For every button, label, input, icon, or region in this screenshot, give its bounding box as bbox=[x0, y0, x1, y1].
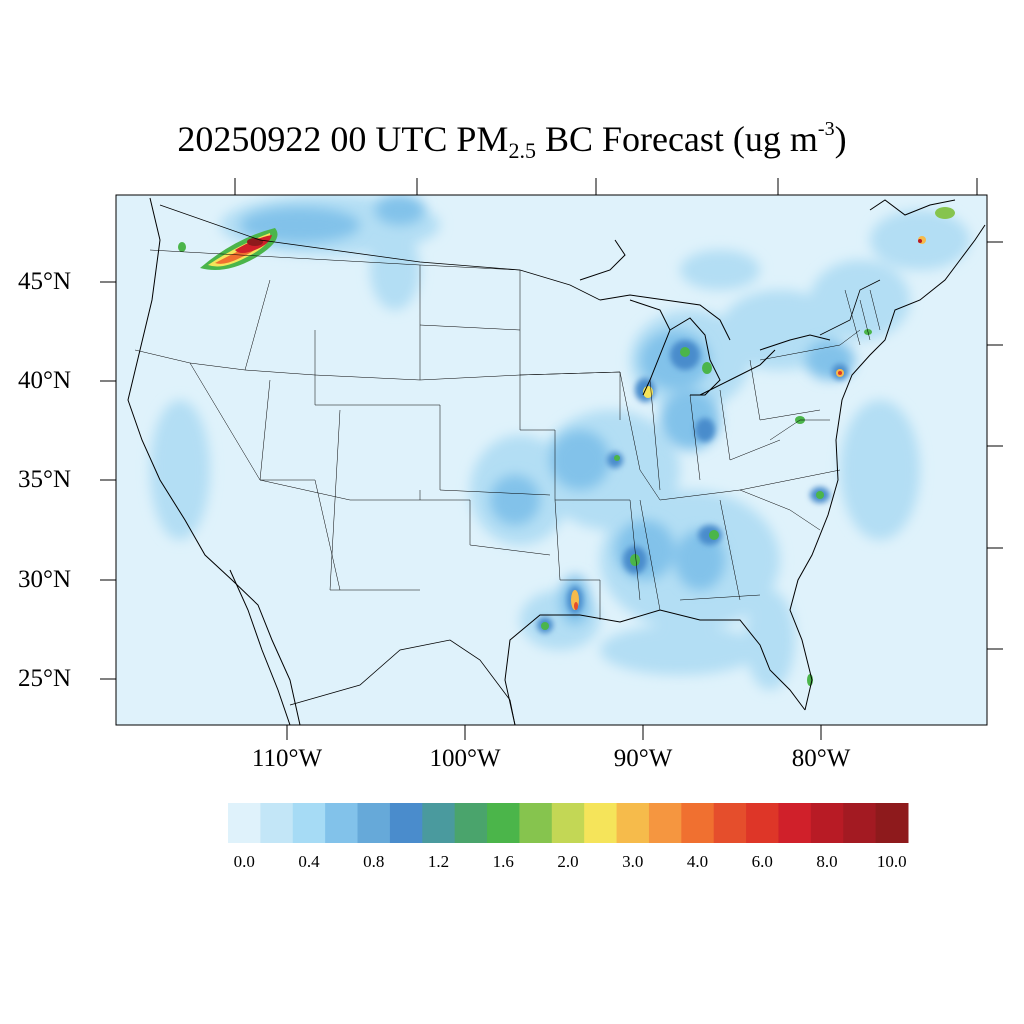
colorbar-swatch bbox=[810, 803, 844, 843]
map-title: 20250922 00 UTC PM2.5 BC Forecast (ug m-… bbox=[0, 118, 1024, 163]
colorbar-swatch bbox=[292, 803, 326, 843]
colorbar-label: 6.0 bbox=[751, 852, 773, 871]
title-superscript: -3 bbox=[817, 118, 835, 140]
wildfire-plume bbox=[178, 228, 278, 271]
colorbar-label: 8.0 bbox=[816, 852, 838, 871]
top-ticks bbox=[234, 178, 978, 195]
national-borders bbox=[159, 204, 881, 725]
lon-label-80w: 80°W bbox=[791, 745, 851, 772]
colorbar-swatch bbox=[260, 803, 294, 843]
colorbar-label: 0.0 bbox=[233, 852, 255, 871]
colorbar-swatch bbox=[487, 803, 520, 843]
lat-label-35: 35°N bbox=[18, 466, 72, 493]
colorbar bbox=[228, 803, 909, 843]
colorbar-swatch bbox=[519, 803, 553, 843]
lon-label-100w: 100°W bbox=[429, 745, 501, 772]
lat-label-30: 30°N bbox=[18, 566, 72, 593]
colorbar-swatch bbox=[422, 803, 456, 843]
title-subscript: 2.5 bbox=[508, 138, 536, 163]
colorbar-label: 1.2 bbox=[427, 852, 450, 871]
colorbar-swatch bbox=[746, 803, 779, 843]
colorbar-swatch bbox=[681, 803, 715, 843]
title-prefix: 20250922 00 UTC PM bbox=[177, 119, 509, 159]
colorbar-swatch bbox=[616, 803, 650, 843]
colorbar-swatch bbox=[584, 803, 618, 843]
colorbar-swatch bbox=[778, 803, 812, 843]
right-ticks bbox=[987, 241, 1003, 650]
colorbar-label: 3.0 bbox=[622, 852, 644, 871]
colorbar-swatch bbox=[454, 803, 488, 843]
lat-label-45: 45°N bbox=[18, 268, 72, 295]
colorbar-label: 0.4 bbox=[298, 852, 320, 871]
colorbar-label: 4.0 bbox=[686, 852, 709, 871]
lat-label-25: 25°N bbox=[18, 665, 72, 692]
colorbar-label: 1.6 bbox=[492, 852, 514, 871]
colorbar-label: 0.8 bbox=[363, 852, 385, 871]
colorbar-swatch bbox=[228, 803, 261, 843]
lat-label-40: 40°N bbox=[18, 367, 72, 394]
lon-label-90w: 90°W bbox=[613, 745, 673, 772]
colorbar-swatch bbox=[843, 803, 877, 843]
colorbar-swatch bbox=[357, 803, 391, 843]
title-suffix: ) bbox=[834, 119, 847, 159]
colorbar-swatch bbox=[648, 803, 682, 843]
lat-ticks bbox=[100, 281, 116, 680]
title-middle: BC Forecast (ug m bbox=[535, 119, 818, 159]
colorbar-label: 10.0 bbox=[876, 852, 907, 871]
colorbar-swatch bbox=[875, 803, 909, 843]
colorbar-swatch bbox=[389, 803, 423, 843]
state-boundaries bbox=[134, 249, 881, 620]
lon-label-110w: 110°W bbox=[251, 745, 323, 772]
lon-ticks bbox=[286, 725, 822, 740]
colorbar-label: 2.0 bbox=[557, 852, 579, 871]
colorbar-swatch bbox=[713, 803, 747, 843]
concentration-hotspots-warm bbox=[571, 207, 955, 610]
map-frame bbox=[115, 194, 988, 726]
colorbar-swatch bbox=[325, 803, 359, 843]
colorbar-swatch bbox=[551, 803, 585, 843]
